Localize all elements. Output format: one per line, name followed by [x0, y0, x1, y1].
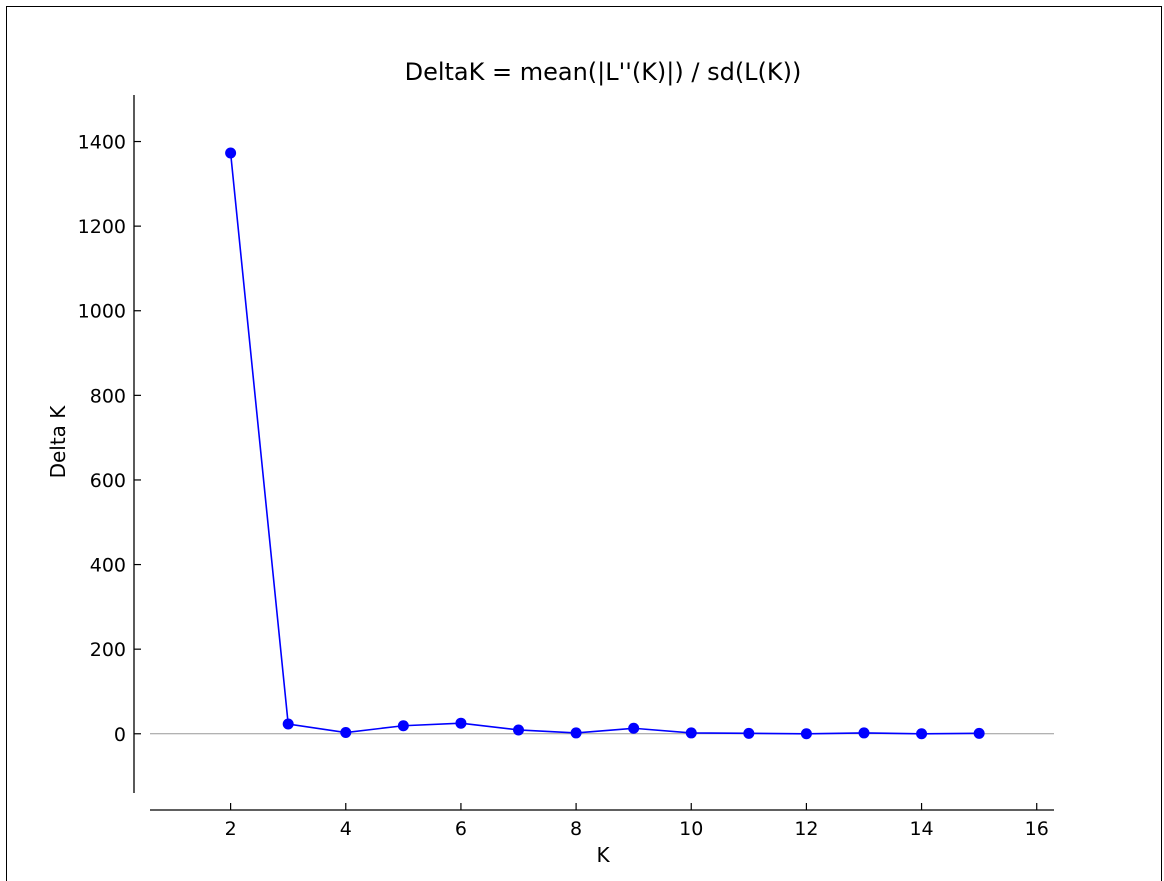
data-point-k-3: [282, 718, 294, 730]
data-point-k-8: [570, 727, 582, 739]
y-tick-label: 400: [90, 555, 126, 577]
x-axis-ticks: 2 4 6 8 10 12 14 16: [225, 803, 1049, 840]
x-tick-label: 4: [340, 818, 352, 840]
data-point-k-14: [916, 728, 928, 740]
data-point-k-5: [397, 720, 409, 732]
y-tick-label: 1200: [78, 216, 126, 238]
x-tick-label: 2: [225, 818, 237, 840]
data-point-k-6: [455, 717, 467, 729]
y-tick-label: 1400: [78, 132, 126, 154]
data-point-k-4: [340, 727, 352, 739]
x-tick-label: 8: [570, 818, 582, 840]
delta-k-series-line: [229, 152, 980, 735]
x-tick-label: 16: [1025, 818, 1049, 840]
y-axis-ticks: 0 200 400 600 800 1000 1200 1400: [78, 132, 141, 746]
figure-frame: [6, 6, 1162, 881]
x-tick-label: 14: [909, 818, 933, 840]
x-tick-label: 10: [679, 818, 703, 840]
data-point-k-12: [800, 728, 812, 740]
y-tick-label: 600: [90, 470, 126, 492]
y-axis-label: Delta K: [46, 405, 70, 479]
data-point-k-13: [858, 727, 870, 739]
y-tick-label: 0: [114, 724, 126, 746]
y-tick-label: 1000: [78, 301, 126, 323]
y-tick-label: 200: [90, 639, 126, 661]
y-tick-label: 800: [90, 385, 126, 407]
data-point-k-10: [685, 727, 697, 739]
data-point-k-2: [225, 147, 237, 159]
data-point-k-9: [628, 722, 640, 734]
x-axis-label: K: [596, 843, 610, 867]
x-tick-label: 12: [794, 818, 818, 840]
delta-k-series-points: [225, 147, 985, 740]
data-point-k-15: [973, 727, 985, 739]
chart-title: DeltaK = mean(|L''(K)|) / sd(L(K)): [405, 58, 802, 86]
data-point-k-11: [743, 727, 755, 739]
x-tick-label: 6: [455, 818, 467, 840]
data-point-k-7: [513, 724, 525, 736]
